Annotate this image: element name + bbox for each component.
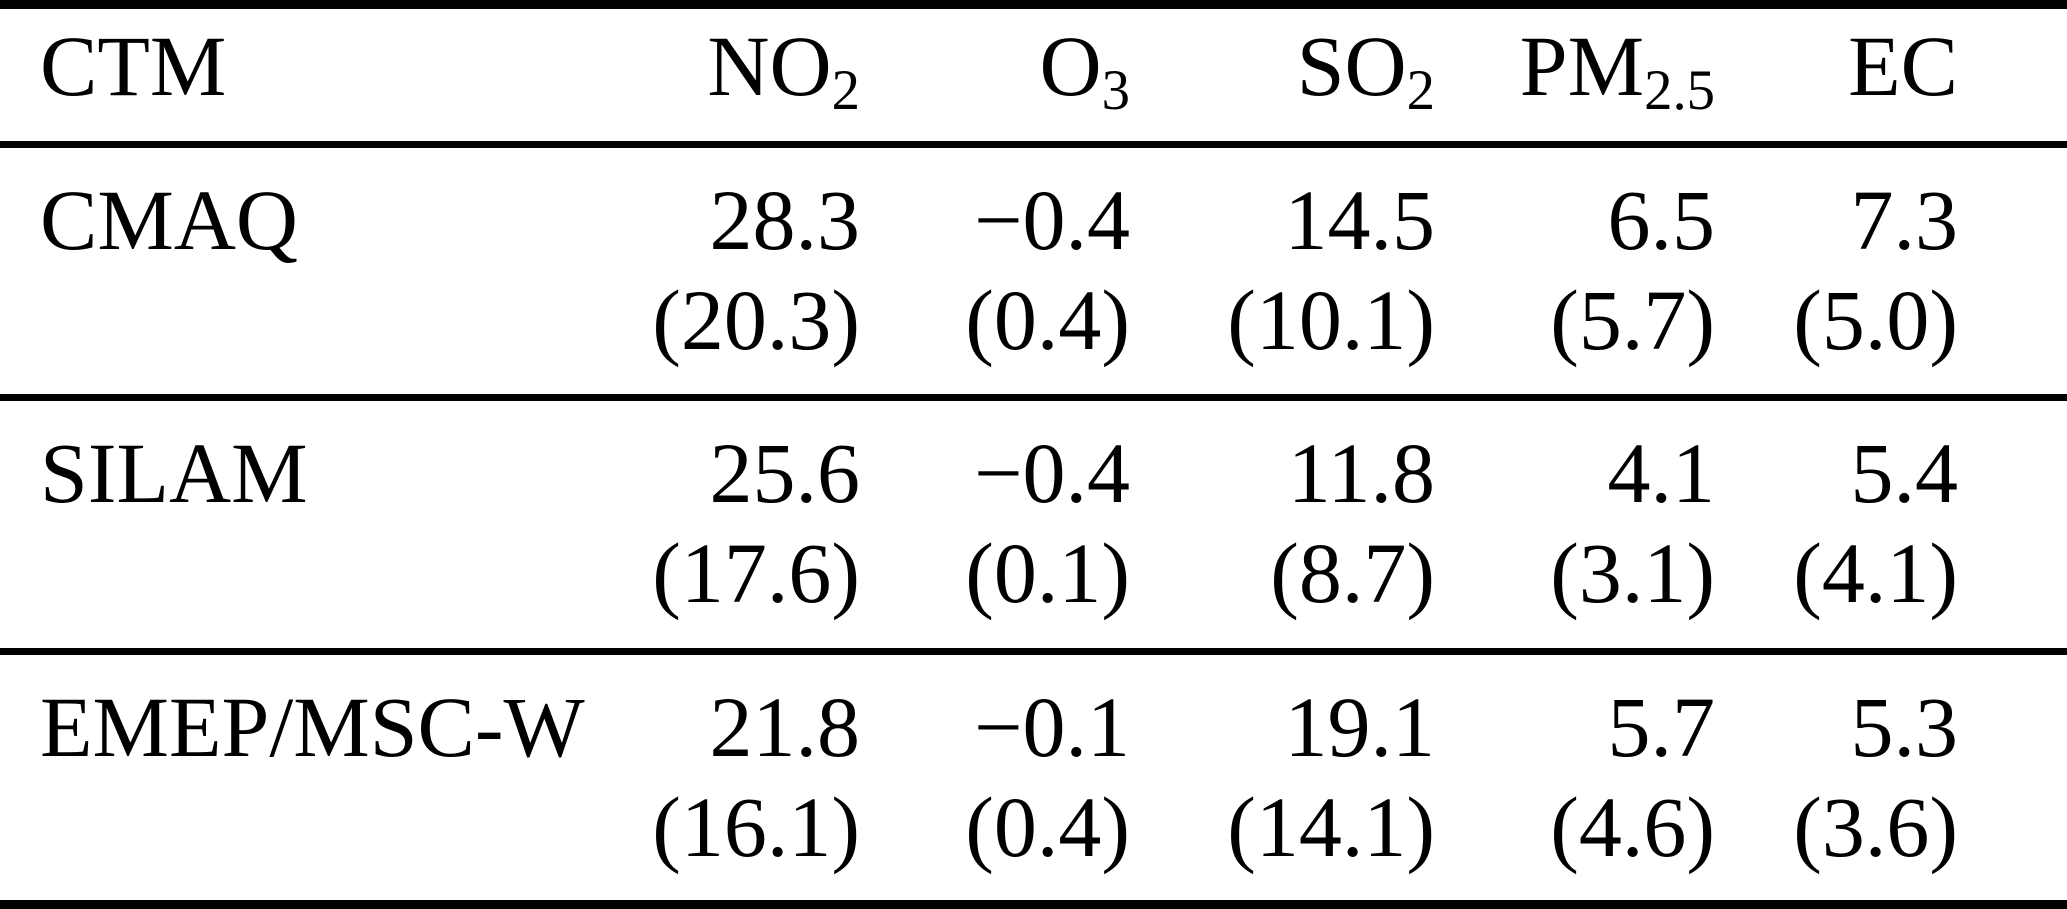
primary-value: 28.3	[709, 172, 861, 268]
secondary-value: (0.4)	[965, 272, 1130, 368]
secondary-value: (8.7)	[1270, 525, 1435, 622]
primary-value: 5.4	[1850, 425, 1959, 522]
col-header-pm25: PM2.5	[1435, 5, 1715, 145]
value-cell-no2: 28.3 (20.3)	[580, 145, 860, 398]
value-cell-so2: 14.5 (10.1)	[1130, 145, 1435, 398]
primary-value: 11.8	[1287, 425, 1435, 522]
model-name-cell: SILAM	[0, 398, 580, 651]
table-row-silam: SILAM 25.6 (17.6) −0.4 (0.1) 11.8 (8.7) …	[0, 397, 2067, 651]
col-header-o3-subscript: 3	[1101, 59, 1130, 123]
col-header-ctm: CTM	[0, 5, 580, 145]
secondary-value: (17.6)	[652, 525, 860, 622]
primary-value: −0.4	[973, 425, 1130, 522]
col-header-so2-subscript: 2	[1406, 59, 1435, 123]
model-name-cell: CMAQ	[0, 145, 580, 398]
primary-value: 25.6	[709, 425, 861, 522]
col-header-no2-subscript: 2	[831, 59, 860, 123]
value-cell-o3: −0.1 (0.4)	[860, 651, 1130, 904]
col-header-ec-label: EC	[1848, 18, 1958, 114]
value-cell-ec: 7.3 (5.0)	[1715, 145, 2067, 398]
model-name: SILAM	[40, 425, 308, 522]
value-cell-o3: −0.4 (0.4)	[860, 145, 1130, 398]
value-cell-pm25: 6.5 (5.7)	[1435, 145, 1715, 398]
primary-value: 5.7	[1607, 678, 1716, 775]
secondary-value: (10.1)	[1227, 272, 1435, 368]
primary-value: 21.8	[709, 678, 861, 775]
col-header-pm25-subscript: 2.5	[1644, 59, 1715, 123]
table-row-cmaq: CMAQ 28.3 (20.3) −0.4 (0.4) 14.5 (10.1) …	[0, 144, 2067, 398]
secondary-value: (14.1)	[1227, 778, 1435, 875]
primary-value: 19.1	[1284, 678, 1436, 775]
secondary-value: (4.1)	[1793, 525, 1958, 622]
secondary-value: (0.1)	[965, 525, 1130, 622]
col-header-ctm-label: CTM	[40, 18, 227, 114]
secondary-value: (20.3)	[652, 272, 860, 368]
value-cell-no2: 21.8 (16.1)	[580, 651, 860, 904]
col-header-so2-label: SO	[1296, 18, 1407, 114]
table-row-emep-msc-w: EMEP/MSC-W 21.8 (16.1) −0.1 (0.4) 19.1 (…	[0, 651, 2067, 904]
model-name: CMAQ	[40, 172, 299, 268]
col-header-pm25-label: PM	[1519, 18, 1645, 114]
table-header: CTM NO2 O3 SO2 PM2.5 EC	[0, 5, 2067, 145]
value-cell-ec: 5.4 (4.1)	[1715, 398, 2067, 651]
secondary-value: (5.7)	[1550, 272, 1715, 368]
col-header-no2-label: NO	[707, 18, 832, 114]
model-name: EMEP/MSC-W	[40, 678, 585, 775]
primary-value: 14.5	[1284, 172, 1436, 268]
secondary-value: (4.6)	[1550, 778, 1715, 875]
primary-value: −0.1	[973, 678, 1130, 775]
col-header-no2: NO2	[580, 5, 860, 145]
model-name-cell: EMEP/MSC-W	[0, 651, 585, 904]
value-cell-ec: 5.3 (3.6)	[1715, 651, 2067, 904]
primary-value: 5.3	[1850, 678, 1959, 775]
primary-value: 6.5	[1607, 172, 1716, 268]
value-cell-so2: 19.1 (14.1)	[1130, 651, 1435, 904]
primary-value: 4.1	[1607, 425, 1716, 522]
col-header-ec: EC	[1715, 5, 2067, 145]
value-cell-no2: 25.6 (17.6)	[580, 398, 860, 651]
col-header-o3-label: O	[1039, 18, 1102, 114]
secondary-value: (5.0)	[1793, 272, 1958, 368]
secondary-value: (3.6)	[1793, 778, 1958, 875]
primary-value: −0.4	[973, 172, 1130, 268]
value-cell-so2: 11.8 (8.7)	[1130, 398, 1435, 651]
secondary-value: (3.1)	[1550, 525, 1715, 622]
value-cell-pm25: 4.1 (3.1)	[1435, 398, 1715, 651]
header-row: CTM NO2 O3 SO2 PM2.5 EC	[0, 5, 2067, 145]
primary-value: 7.3	[1850, 172, 1959, 268]
secondary-value: (0.4)	[965, 778, 1130, 875]
value-cell-o3: −0.4 (0.1)	[860, 398, 1130, 651]
secondary-value: (16.1)	[652, 778, 860, 875]
col-header-so2: SO2	[1130, 5, 1435, 145]
table-body: CMAQ 28.3 (20.3) −0.4 (0.4) 14.5 (10.1) …	[0, 144, 2067, 905]
col-header-o3: O3	[860, 5, 1130, 145]
value-cell-pm25: 5.7 (4.6)	[1435, 651, 1715, 904]
